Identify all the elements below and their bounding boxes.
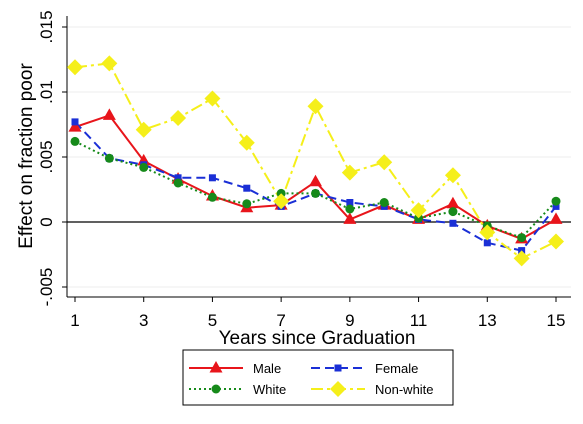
point-non-white <box>273 193 290 210</box>
point-non-white <box>341 164 358 181</box>
point-female <box>208 174 216 182</box>
x-tick-label: 13 <box>478 311 497 330</box>
series-markers <box>67 55 564 267</box>
axes <box>62 16 571 302</box>
point-male <box>549 212 563 224</box>
legend-label-non-white: Non-white <box>375 382 434 397</box>
y-tick-label: .005 <box>37 140 56 173</box>
point-non-white <box>307 98 324 115</box>
point-white <box>207 192 217 202</box>
x-axis-title: Years since Graduation <box>219 328 416 349</box>
point-non-white <box>204 90 221 107</box>
legend-marker-non-white <box>330 381 346 397</box>
x-tick-label: 5 <box>208 311 217 330</box>
y-tick-label: 0 <box>37 217 56 226</box>
legend-box <box>182 349 454 406</box>
point-female <box>449 219 457 227</box>
legend-marker-female <box>334 364 342 372</box>
y-tick-label: .015 <box>37 10 56 43</box>
x-tick-labels: 1 3 5 7 9 11 13 15 <box>70 311 565 330</box>
point-non-white <box>376 154 393 171</box>
point-non-white <box>135 121 152 138</box>
legend-marker-male <box>209 361 223 373</box>
point-male <box>309 174 322 187</box>
point-non-white <box>479 224 496 241</box>
point-white <box>551 196 561 206</box>
point-male <box>68 120 82 132</box>
x-tick-label: 1 <box>70 311 79 330</box>
x-tick-label: 9 <box>345 311 354 330</box>
y-tick-label: .01 <box>37 80 56 104</box>
point-white <box>517 233 527 243</box>
x-tick-label: 3 <box>139 311 148 330</box>
x-tick-label: 15 <box>547 311 566 330</box>
point-female <box>174 174 182 182</box>
point-female <box>71 118 79 126</box>
legend-label-male: Male <box>253 361 281 376</box>
point-white <box>104 153 114 163</box>
point-non-white <box>101 55 118 72</box>
point-non-white <box>67 59 83 76</box>
point-white <box>345 204 355 214</box>
point-male <box>446 196 460 209</box>
point-white <box>173 178 183 188</box>
point-non-white <box>238 134 255 151</box>
point-white <box>379 198 389 207</box>
point-non-white <box>444 167 461 184</box>
point-male <box>102 108 116 120</box>
point-white <box>311 188 320 198</box>
point-female <box>483 239 491 247</box>
point-non-white <box>170 110 187 126</box>
point-white <box>448 207 458 217</box>
legend-label-white: White <box>253 382 286 397</box>
point-non-white <box>513 250 530 267</box>
point-white <box>139 162 149 172</box>
point-female <box>552 202 560 210</box>
y-tick-label: -.005 <box>37 268 56 307</box>
point-non-white <box>410 202 427 219</box>
y-axis-title: Effect on fraction poor <box>16 63 37 249</box>
legend: Male Female White Non-white <box>182 349 454 406</box>
legend-entries: Male Female White Non-white <box>189 361 434 397</box>
x-tick-label: 11 <box>410 311 428 330</box>
y-tick-labels: -.005 0 .005 .01 .015 <box>37 10 56 306</box>
x-tick-label: 7 <box>276 311 285 330</box>
point-female <box>243 184 251 192</box>
series-line-white <box>74 140 557 239</box>
point-non-white <box>548 233 564 250</box>
point-white <box>70 136 80 146</box>
gridlines <box>67 26 571 288</box>
point-white <box>242 199 252 209</box>
legend-marker-white <box>211 384 221 394</box>
legend-label-female: Female <box>375 361 418 376</box>
point-female <box>346 199 354 206</box>
point-male <box>343 212 357 224</box>
